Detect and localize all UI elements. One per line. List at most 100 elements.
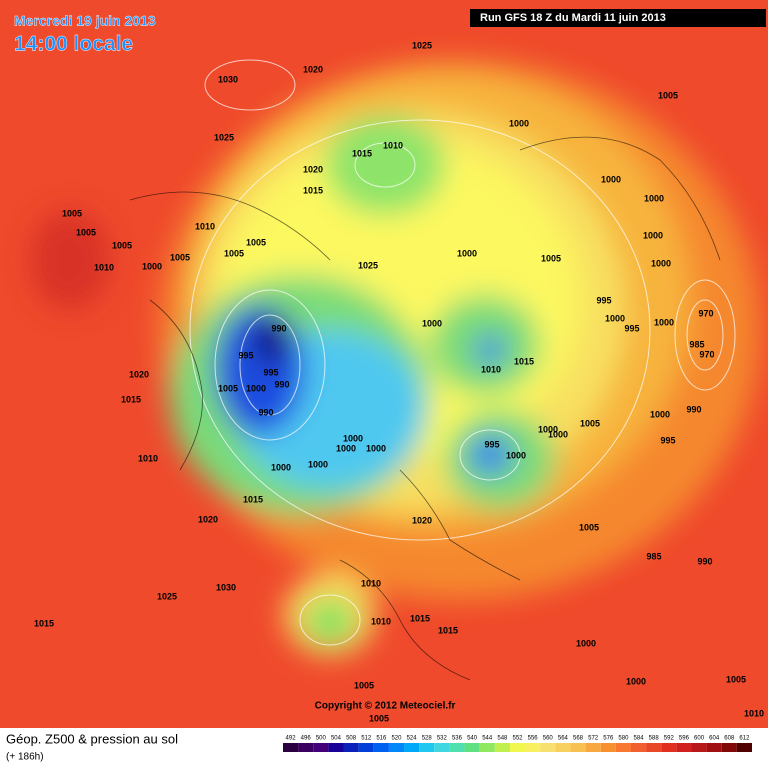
- isobar-label: 1030: [218, 74, 238, 84]
- isobar-label: 1015: [352, 148, 372, 158]
- isobar-label: 1005: [541, 253, 561, 263]
- isobar-label: 985: [689, 339, 704, 349]
- scale-swatch: [676, 743, 692, 752]
- isobar-label: 985: [646, 551, 661, 561]
- scale-label: 536: [452, 736, 463, 742]
- isobar-label: 995: [263, 367, 278, 377]
- isobar-label: 1000: [366, 443, 386, 453]
- scale-label: 592: [664, 736, 675, 742]
- isobar-label: 1000: [538, 424, 558, 434]
- scale-label: 524: [407, 736, 418, 742]
- scale-label: 496: [301, 736, 312, 742]
- scale-swatch: [600, 743, 616, 752]
- isobar-label: 1010: [371, 616, 391, 626]
- isobar-label: 1015: [243, 494, 263, 504]
- isobar-label: 1005: [658, 90, 678, 100]
- color-scale: 492 496 500 504 508 512 516 520 524 528 532 536 540 5…: [283, 736, 752, 752]
- scale-swatch: [479, 743, 495, 752]
- scale-swatch: [313, 743, 329, 752]
- scale-swatch: [358, 743, 374, 752]
- isobar-label: 1005: [62, 208, 82, 218]
- scale-swatch: [555, 743, 571, 752]
- coastlines: [129, 136, 721, 681]
- isobar-label: 1010: [138, 453, 158, 463]
- isobar-label: 995: [660, 435, 675, 445]
- scale-label: 544: [482, 736, 493, 742]
- scale-swatch: [283, 743, 299, 752]
- isobar-label: 1020: [198, 514, 218, 524]
- isobar-label: 1005: [112, 240, 132, 250]
- scale-swatch: [615, 743, 631, 752]
- scale-swatch: [585, 743, 601, 752]
- scale-label: 512: [361, 736, 372, 742]
- isobar-label: 1000: [336, 443, 356, 453]
- isobar-label: 1015: [121, 394, 141, 404]
- scale-label: 584: [634, 736, 645, 742]
- isobar-label: 1000: [246, 383, 266, 393]
- isobar-label: 1010: [383, 140, 403, 150]
- scale-label: 552: [512, 736, 523, 742]
- scale-label: 568: [573, 736, 584, 742]
- isobar-label: 1005: [246, 237, 266, 247]
- scale-swatch: [525, 743, 541, 752]
- isobar-label: 990: [686, 404, 701, 414]
- scale-label: 532: [437, 736, 448, 742]
- scale-swatch: [404, 743, 420, 752]
- scale-label: 608: [724, 736, 735, 742]
- valid-time: 14:00 locale: [14, 33, 133, 56]
- footer-title: Géop. Z500 & pression au sol: [6, 731, 178, 746]
- isobar-label: 1030: [216, 582, 236, 592]
- scale-swatch: [509, 743, 526, 752]
- isobar-label: 1000: [626, 676, 646, 686]
- scale-swatch: [630, 743, 647, 752]
- scale-swatch: [494, 743, 510, 752]
- scale-swatch: [464, 743, 480, 752]
- scale-label: 600: [694, 736, 705, 742]
- isobar-label: 1000: [643, 230, 663, 240]
- scale-swatch: [388, 743, 405, 752]
- isobar-label: 1000: [605, 313, 625, 323]
- run-box: [470, 9, 766, 27]
- scale-label: 580: [618, 736, 629, 742]
- isobar-label: 1000: [548, 429, 568, 439]
- height-field: [0, 0, 768, 728]
- isobar-label: 1015: [410, 613, 430, 623]
- run-info: Run GFS 18 Z du Mardi 11 juin 2013: [480, 12, 666, 24]
- isobar-label: 970: [698, 308, 713, 318]
- isobar-label: 1025: [358, 260, 378, 270]
- scale-label: 572: [588, 736, 599, 742]
- scale-label: 612: [739, 736, 750, 742]
- isobar-label: 1005: [580, 418, 600, 428]
- scale-label: 492: [286, 736, 297, 742]
- scale-swatch: [540, 743, 556, 752]
- isobar-label: 1005: [726, 674, 746, 684]
- isobar-label: 1000: [654, 317, 674, 327]
- valid-date: Mercredi 19 juin 2013: [14, 13, 156, 29]
- isobar-label: 1000: [601, 174, 621, 184]
- footer-lead: (+ 186h): [6, 752, 44, 763]
- isobar-label: 1020: [303, 64, 323, 74]
- isobar-label: 1010: [361, 578, 381, 588]
- isobar-label: 1000: [644, 193, 664, 203]
- isobar-label: 970: [699, 349, 714, 359]
- isobar-label: 1015: [303, 185, 323, 195]
- isobar-label: 1020: [129, 369, 149, 379]
- scale-label: 604: [709, 736, 720, 742]
- scale-label: 500: [316, 736, 327, 742]
- isobar-label: 1005: [224, 248, 244, 258]
- isobar-label: 1005: [170, 252, 190, 262]
- isobar-label: 990: [258, 407, 273, 417]
- scale-label: 596: [679, 736, 690, 742]
- isobar-label: 1005: [369, 713, 389, 723]
- scale-swatch: [706, 743, 722, 752]
- scale-label: 556: [528, 736, 539, 742]
- scale-swatch: [661, 743, 677, 752]
- scale-label: 576: [603, 736, 614, 742]
- isobar-label: 1005: [218, 383, 238, 393]
- scale-swatch: [373, 743, 389, 752]
- isobar-label: 1000: [308, 459, 328, 469]
- scale-label: 504: [331, 736, 342, 742]
- isobar-labels: 1025 1030 1020 1005 1000 1025 1015 1010 1020 1015…: [34, 40, 764, 723]
- isobar-label: 1000: [506, 450, 526, 460]
